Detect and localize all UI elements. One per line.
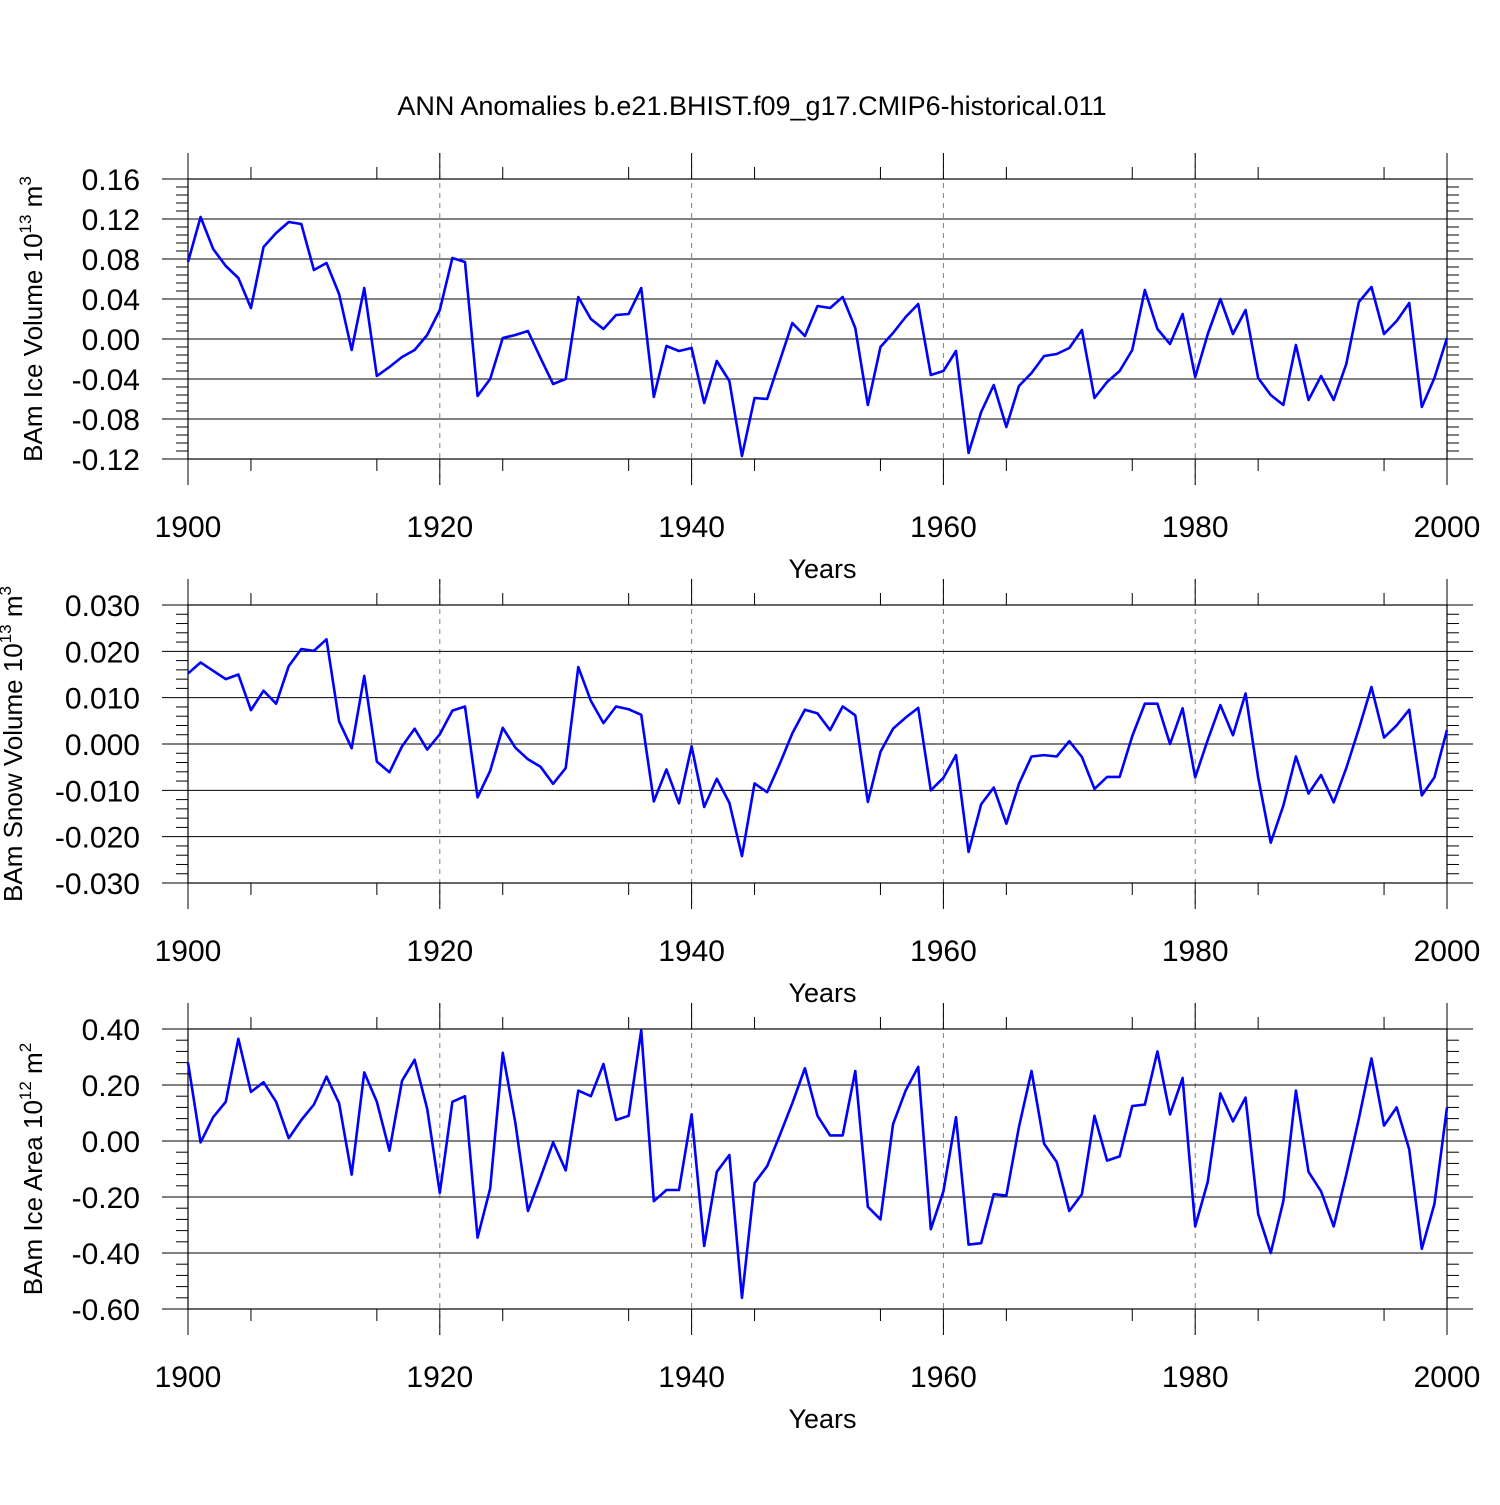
y-tick-label-2: -0.010 xyxy=(55,775,140,808)
y-tick-label-5: 0.020 xyxy=(65,636,140,669)
y-title-unit: m xyxy=(18,186,48,215)
y-axis-title: BAm Ice Area 1012 m2 xyxy=(16,1043,48,1295)
x-tick-label-2: 1940 xyxy=(658,511,725,544)
x-tick-label-1: 1920 xyxy=(406,511,473,544)
x-tick-label-3: 1960 xyxy=(910,1361,977,1394)
y-tick-label-3: 0.000 xyxy=(65,729,140,762)
y-tick-label-3: 0.00 xyxy=(82,1126,140,1159)
y-tick-label-6: 0.12 xyxy=(82,204,140,237)
y-tick-label-6: 0.030 xyxy=(65,590,140,623)
y-title-unit-exponent: 3 xyxy=(16,176,35,185)
plot-frame xyxy=(187,1028,1448,1310)
x-tick-label-5: 2000 xyxy=(1414,511,1481,544)
x-tick-label-0: 1900 xyxy=(155,511,222,544)
x-tick-label-0: 1900 xyxy=(155,1361,222,1394)
x-tick-label-5: 2000 xyxy=(1414,935,1481,968)
y-tick-label-2: -0.20 xyxy=(72,1182,140,1215)
panel-3: -0.60 -0.40 -0.20 0.00 0.20 0.40 1900 1920 1940 1… xyxy=(16,1003,1480,1434)
x-tick-label-4: 1980 xyxy=(1162,935,1229,968)
x-tick-label-3: 1960 xyxy=(910,511,977,544)
x-tick-label-1: 1920 xyxy=(406,935,473,968)
y-title-exponent: 13 xyxy=(16,215,35,234)
y-tick-label-0: -0.12 xyxy=(72,444,140,477)
x-axis-title: Years xyxy=(788,978,856,1008)
y-title-main: BAm Ice Area 10 xyxy=(18,1100,48,1295)
figure-title: ANN Anomalies b.e21.BHIST.f09_g17.CMIP6-… xyxy=(397,91,1106,121)
y-tick-label-4: 0.20 xyxy=(82,1070,140,1103)
y-title-unit: m xyxy=(0,595,28,624)
y-tick-label-1: -0.08 xyxy=(72,404,140,437)
y-title-main: BAm Snow Volume 10 xyxy=(0,643,28,902)
y-tick-label-0: -0.60 xyxy=(72,1294,140,1327)
panel-2: -0.030 -0.020 -0.010 0.000 0.010 0.020 0.030 19… xyxy=(0,579,1480,1008)
series-line xyxy=(186,215,1449,458)
y-axis-title: BAm Snow Volume 1013 m3 xyxy=(0,586,28,902)
y-tick-label-5: 0.08 xyxy=(82,244,140,277)
x-tick-label-2: 1940 xyxy=(658,1361,725,1394)
series-line xyxy=(186,1029,1449,1300)
y-tick-label-3: 0.00 xyxy=(82,324,140,357)
x-tick-label-4: 1980 xyxy=(1162,511,1229,544)
y-tick-label-4: 0.010 xyxy=(65,683,140,716)
series-line xyxy=(187,637,1449,858)
y-title-unit-exponent: 2 xyxy=(16,1043,35,1052)
y-title-exponent: 12 xyxy=(16,1081,35,1100)
panel-1: -0.12 -0.08 -0.04 0.00 0.04 0.08 0.12 0.16 1900 1… xyxy=(16,153,1480,584)
y-tick-label-2: -0.04 xyxy=(72,364,140,397)
plot-frame xyxy=(187,604,1448,884)
x-tick-label-5: 2000 xyxy=(1414,1361,1481,1394)
x-tick-label-4: 1980 xyxy=(1162,1361,1229,1394)
y-tick-label-1: -0.020 xyxy=(55,822,140,855)
y-title-unit: m xyxy=(18,1052,48,1081)
y-tick-label-7: 0.16 xyxy=(82,164,140,197)
plot-frame xyxy=(187,178,1448,460)
x-tick-label-3: 1960 xyxy=(910,935,977,968)
x-tick-label-1: 1920 xyxy=(406,1361,473,1394)
x-axis-title: Years xyxy=(788,554,856,584)
y-title-unit-exponent: 3 xyxy=(0,586,15,595)
y-tick-label-1: -0.40 xyxy=(72,1238,140,1271)
y-title-exponent: 13 xyxy=(0,624,15,643)
x-tick-label-2: 1940 xyxy=(658,935,725,968)
y-axis-title: BAm Ice Volume 1013 m3 xyxy=(16,176,48,462)
y-tick-label-0: -0.030 xyxy=(55,868,140,901)
x-axis-title: Years xyxy=(788,1404,856,1434)
y-tick-label-4: 0.04 xyxy=(82,284,140,317)
y-title-main: BAm Ice Volume 10 xyxy=(18,233,48,461)
x-tick-label-0: 1900 xyxy=(155,935,222,968)
y-tick-label-5: 0.40 xyxy=(82,1014,140,1047)
